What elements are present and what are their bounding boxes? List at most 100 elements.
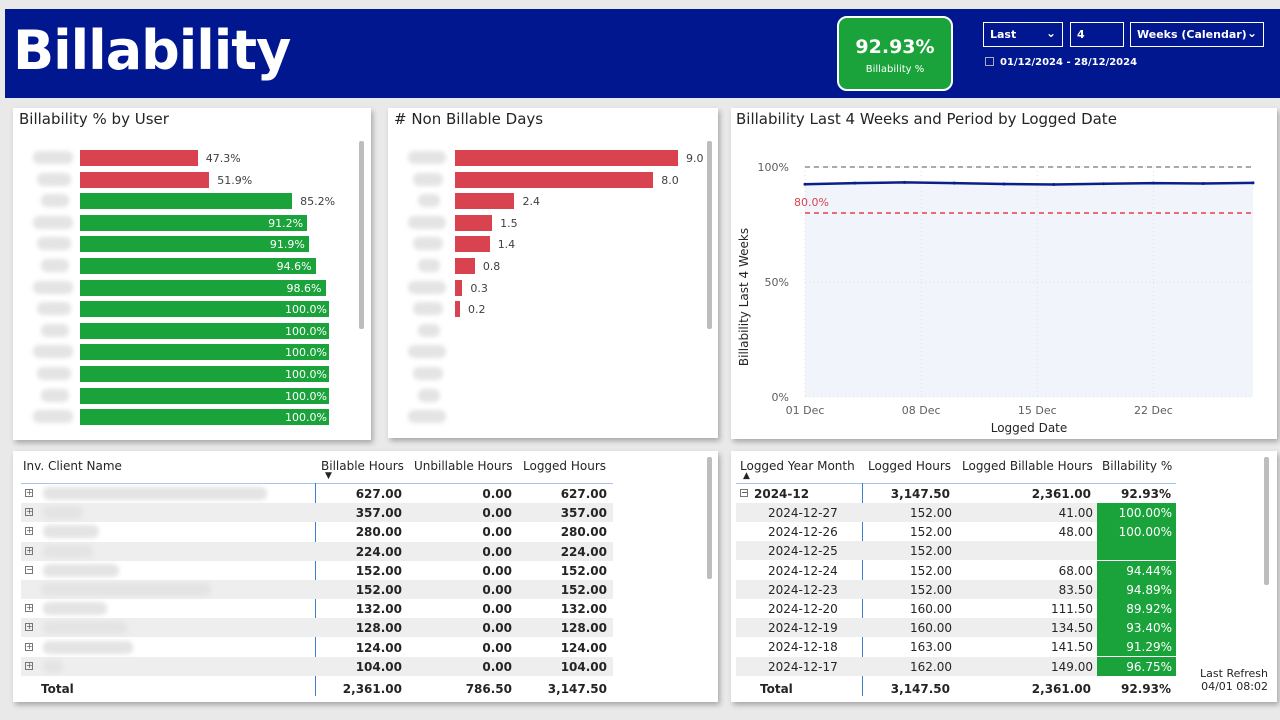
expand-icon[interactable]: + [25, 641, 33, 651]
period-count-input[interactable]: 4 [1070, 22, 1124, 47]
table-row[interactable]: 2024-12-23 152.00 83.50 94.89% [736, 579, 1176, 599]
cell-logged: 128.00 [560, 621, 607, 636]
cell-billable: 627.00 [355, 487, 402, 501]
sort-desc-icon[interactable]: ▼ [325, 471, 332, 481]
table-row[interactable]: 2024-12-19 160.00 134.50 93.40% [736, 618, 1176, 638]
expand-icon[interactable]: + [25, 507, 33, 517]
bar[interactable] [455, 301, 460, 318]
table-row[interactable]: − 152.00 0.00 152.00 [21, 561, 613, 580]
column-header-unbillable[interactable]: Unbillable Hours [414, 459, 513, 473]
column-header-logged[interactable]: Logged Hours [523, 459, 607, 473]
client-name-redacted [43, 659, 63, 673]
cell-billability [1097, 541, 1176, 561]
table-scrollbar[interactable] [707, 457, 712, 579]
group-row[interactable]: −2024-12 3,147.50 2,361.00 92.93% [736, 484, 1176, 503]
bar[interactable] [455, 236, 490, 253]
bar-category-label [41, 194, 69, 208]
expand-icon[interactable]: − [25, 564, 33, 574]
non-billable-days-chart[interactable]: # Non Billable Days 9.0 8.0 2.4 1.5 1.4 0.8 0.… [388, 108, 718, 438]
bar[interactable] [80, 409, 329, 426]
bar[interactable] [80, 193, 293, 210]
billability-trend-chart[interactable]: Billability Last 4 Weeks and Period by L… [731, 108, 1277, 439]
expand-icon[interactable]: + [25, 545, 33, 555]
cell-unbillable: 0.00 [482, 621, 512, 636]
cell-date: 2024-12-18 [768, 640, 838, 655]
table-row[interactable]: +224.00 0.00 224.00 [21, 541, 613, 561]
cell-billable: 104.00 [355, 659, 402, 674]
bar[interactable] [80, 366, 329, 382]
table-row[interactable]: +104.00 0.00 104.00 [21, 656, 613, 676]
cell-unbillable: 0.00 [482, 525, 512, 540]
bar[interactable] [455, 193, 515, 210]
bar[interactable] [455, 258, 475, 274]
bar[interactable] [80, 214, 308, 231]
cell-billable: 124.00 [355, 640, 402, 655]
table-row[interactable]: 2024-12-24 152.00 68.00 94.44% [736, 560, 1176, 580]
chart-title: Billability % by User [19, 110, 169, 128]
header-banner: Billability 92.93% Billability % Last ⌄ … [5, 9, 1280, 98]
bar[interactable] [455, 150, 678, 166]
billability-kpi-card[interactable]: 92.93% Billability % [837, 16, 953, 91]
x-tick-label: 22 Dec [1134, 404, 1173, 417]
bar[interactable] [80, 344, 329, 361]
bar-category-label [33, 280, 73, 294]
column-header-billable-hours[interactable]: Logged Billable Hours [962, 459, 1093, 473]
bar[interactable] [455, 214, 493, 231]
table-row[interactable]: 2024-12-17 162.00 149.00 96.75% [736, 656, 1176, 676]
chart-scrollbar[interactable] [359, 141, 364, 329]
column-header-logged-hours[interactable]: Logged Hours [868, 459, 952, 473]
bar[interactable] [80, 387, 329, 404]
cell-logged: 152.00 [560, 563, 607, 578]
relative-period-dropdown[interactable]: Last ⌄ [983, 22, 1063, 47]
collapse-icon[interactable]: − [740, 488, 748, 497]
table-row[interactable]: +357.00 0.00 357.00 [21, 503, 613, 523]
table-row[interactable]: +128.00 0.00 128.00 [21, 618, 613, 638]
chart-scrollbar[interactable] [707, 141, 712, 329]
bar[interactable] [80, 322, 329, 339]
table-row[interactable]: 2024-12-18 163.00 141.50 91.29% [736, 637, 1176, 657]
table-row[interactable]: 2024-12-25 152.00 [736, 541, 1176, 561]
table-row[interactable]: 2024-12-26 152.00 48.00 100.00% [736, 522, 1176, 542]
bar-data-label: 100.0% [285, 303, 327, 317]
column-header-client[interactable]: Inv. Client Name [23, 459, 122, 473]
table-row[interactable]: +627.00 0.00 627.00 [21, 484, 613, 503]
bar[interactable] [80, 301, 329, 318]
expand-icon[interactable]: + [25, 526, 33, 536]
column-header-billable[interactable]: Billable Hours [321, 459, 404, 473]
bar-category-label [408, 410, 446, 424]
table-row[interactable]: 2024-12-20 160.00 111.50 89.92% [736, 599, 1176, 618]
table-row[interactable]: +132.00 0.00 132.00 [21, 599, 613, 618]
expand-icon[interactable]: + [25, 660, 33, 670]
expand-icon[interactable]: + [25, 622, 33, 632]
cell-logged: 124.00 [560, 640, 607, 655]
x-axis-title: Logged Date [991, 421, 1068, 435]
table-row[interactable]: 2024-12-27 152.00 41.00 100.00% [736, 503, 1176, 522]
billability-by-user-chart[interactable]: Billability % by User 47.3% 51.9% 85.2% 91.… [13, 108, 371, 440]
relative-period-value: Last [990, 28, 1017, 41]
column-header-month[interactable]: Logged Year Month [740, 459, 855, 473]
period-unit-dropdown[interactable]: Weeks (Calendar) ⌄ [1130, 22, 1264, 47]
bar[interactable] [80, 150, 198, 166]
bar[interactable] [80, 171, 210, 188]
cell-date: 2024-12-24 [768, 563, 838, 578]
expand-icon[interactable]: + [25, 603, 33, 613]
sort-asc-icon[interactable]: ▲ [743, 471, 750, 481]
table-row[interactable]: +280.00 0.00 280.00 [21, 522, 613, 541]
table-scrollbar[interactable] [1264, 457, 1269, 585]
client-hours-table[interactable]: Inv. Client Name Billable Hours ▼ Unbill… [13, 451, 718, 702]
column-header-billability[interactable]: Billability % [1102, 459, 1173, 473]
expand-icon[interactable]: + [25, 488, 33, 497]
bar[interactable] [80, 258, 316, 274]
bar[interactable] [80, 279, 326, 296]
table-row[interactable]: 152.00 0.00 152.00 [21, 580, 613, 599]
table-row[interactable]: +124.00 0.00 124.00 [21, 638, 613, 657]
cell-logged: 152.00 [910, 544, 952, 559]
bar-data-label: 100.0% [285, 411, 327, 425]
bar[interactable] [455, 279, 463, 296]
date-billability-table[interactable]: Logged Year Month ▲ Logged Hours Logged … [731, 451, 1277, 702]
bar-category-label [41, 323, 69, 337]
bar[interactable] [455, 171, 654, 188]
bar-category-label [408, 280, 446, 294]
cell-logged: 160.00 [910, 602, 952, 616]
bar[interactable] [80, 236, 309, 253]
